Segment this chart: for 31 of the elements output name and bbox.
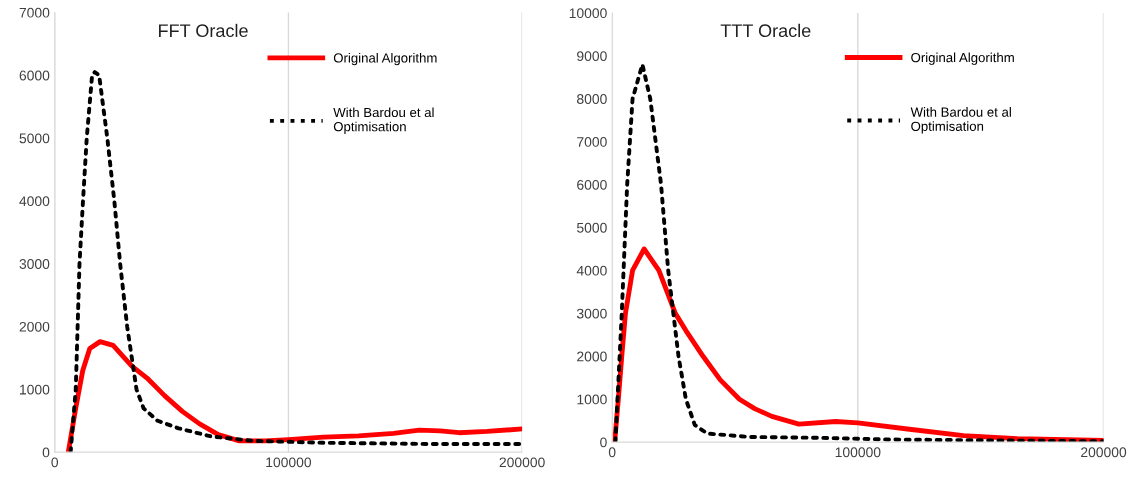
- y-tick-label: 2000: [577, 351, 607, 362]
- y-tick-label: 0: [600, 437, 607, 448]
- legend-label: Original Algorithm: [911, 52, 1014, 65]
- y-tick-label: 4000: [576, 265, 607, 276]
- y-tick-label: 2000: [19, 321, 50, 332]
- y-tick-label: 5000: [19, 133, 50, 144]
- x-tick-label: 100000: [266, 457, 312, 468]
- y-tick-label: 9000: [577, 51, 607, 62]
- y-tick-label: 3000: [576, 308, 607, 319]
- x-tick-label: 100000: [835, 447, 881, 458]
- y-tick-label: 1000: [577, 394, 607, 405]
- y-tick-label: 5000: [576, 222, 607, 233]
- legend-label: Original Algorithm: [333, 52, 437, 66]
- y-tick-label: 1000: [20, 384, 50, 395]
- x-tick-label: 0: [608, 447, 616, 458]
- x-tick-label: 200000: [499, 457, 545, 468]
- legend-label: With Bardou et al Optimisation: [333, 107, 434, 134]
- line-series: [68, 70, 523, 453]
- x-tick-label: 0: [51, 457, 59, 468]
- y-tick-label: 6000: [19, 70, 50, 81]
- y-tick-label: 7000: [577, 137, 607, 147]
- chart-title: TTT Oracle: [720, 23, 811, 38]
- x-tick-label: 200000: [1081, 447, 1127, 458]
- y-tick-label: 10000: [569, 8, 607, 19]
- y-tick-label: 6000: [577, 179, 607, 190]
- legend-label: With Bardou et al Optimisation: [910, 107, 1011, 134]
- chart-title: FFT Oracle: [159, 23, 248, 38]
- y-tick-label: 4000: [19, 196, 50, 207]
- y-tick-label: 7000: [19, 7, 50, 18]
- y-tick-label: 8000: [577, 94, 607, 104]
- y-tick-label: 3000: [19, 259, 50, 269]
